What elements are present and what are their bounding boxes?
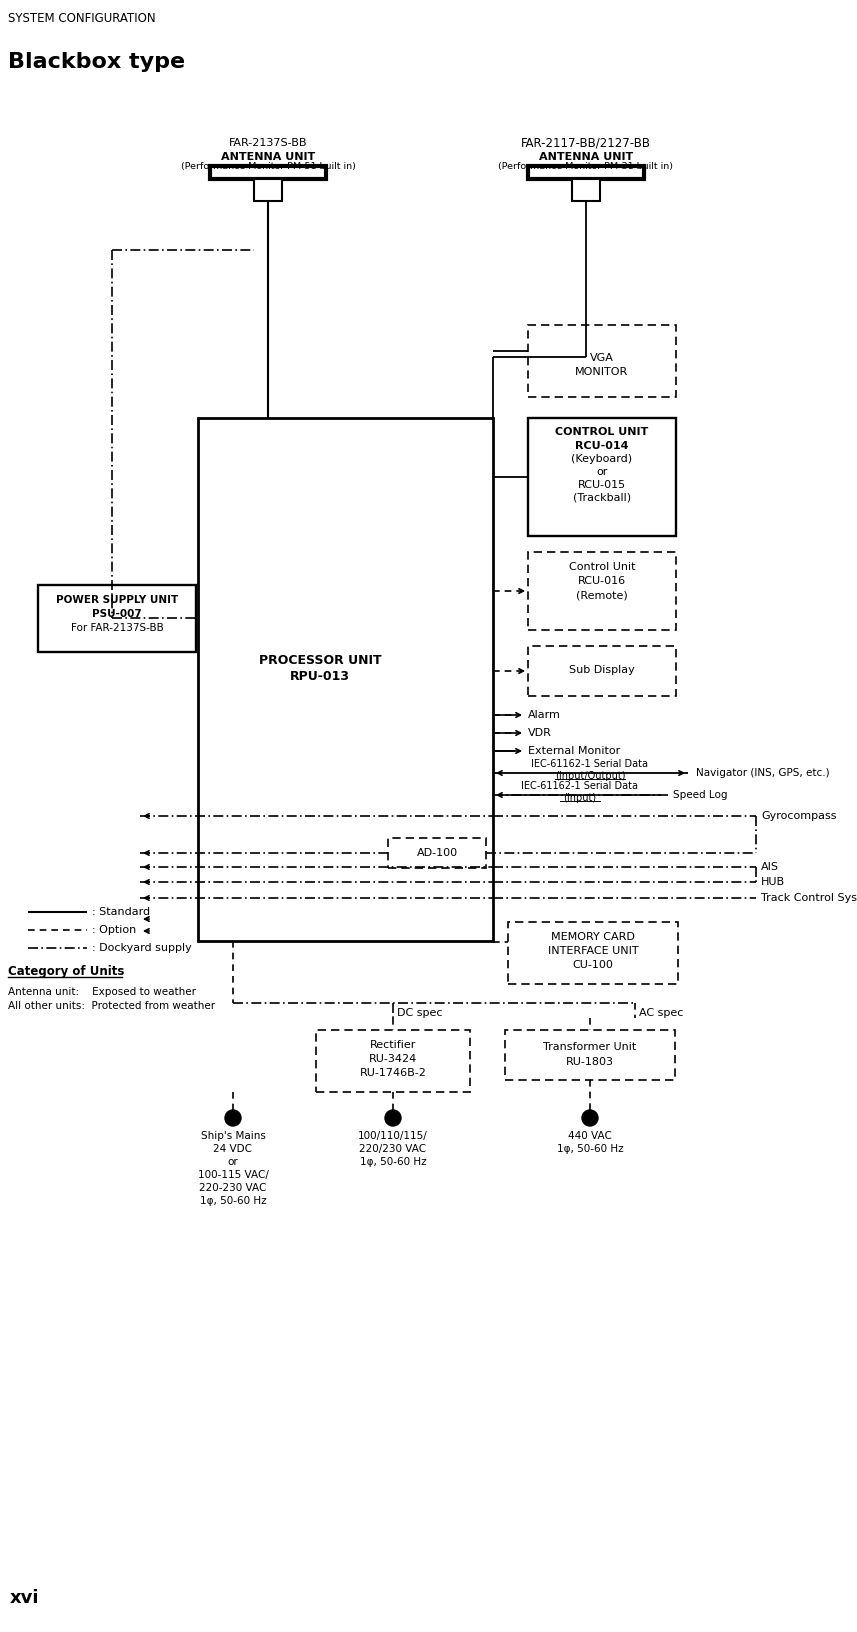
Text: All other units:  Protected from weather: All other units: Protected from weather (8, 1000, 215, 1010)
Text: RU-3424: RU-3424 (369, 1054, 417, 1064)
Text: AC spec: AC spec (639, 1009, 683, 1018)
Bar (316, 1030, 470, 1092)
Text: CU-100: CU-100 (572, 960, 614, 969)
Text: (Performance Monitor PM-31 built in): (Performance Monitor PM-31 built in) (499, 162, 674, 170)
Text: Antenna unit:    Exposed to weather: Antenna unit: Exposed to weather (8, 987, 196, 997)
Bar (505, 1030, 675, 1080)
Text: Category of Units: Category of Units (8, 966, 124, 979)
Text: RPU-013: RPU-013 (290, 669, 350, 682)
Text: AD-100: AD-100 (417, 849, 458, 858)
Text: AIS: AIS (761, 862, 779, 871)
Text: (Keyboard): (Keyboard) (572, 454, 632, 463)
Bar (528, 418, 676, 535)
Bar (572, 180, 600, 201)
Text: Sub Display: Sub Display (569, 664, 635, 676)
Text: RU-1746B-2: RU-1746B-2 (360, 1067, 427, 1079)
Text: (Performance Monitor PM-51 built in): (Performance Monitor PM-51 built in) (181, 162, 356, 170)
Text: RU-1803: RU-1803 (566, 1058, 614, 1067)
Text: FAR-2137S-BB: FAR-2137S-BB (229, 139, 308, 149)
Text: VDR: VDR (528, 728, 552, 738)
Text: xvi: xvi (10, 1590, 39, 1608)
Text: (Input/Output): (Input/Output) (554, 770, 626, 782)
Circle shape (582, 1110, 598, 1126)
Bar (528, 325, 676, 397)
Circle shape (385, 1110, 401, 1126)
Text: : Dockyard supply: : Dockyard supply (92, 943, 192, 953)
Text: Rectifier: Rectifier (370, 1040, 417, 1049)
Text: 100-115 VAC/: 100-115 VAC/ (198, 1170, 268, 1180)
Text: CONTROL UNIT: CONTROL UNIT (555, 428, 649, 437)
Text: or: or (596, 467, 608, 477)
Text: FAR-2117-BB/2127-BB: FAR-2117-BB/2127-BB (521, 137, 651, 150)
Text: Alarm: Alarm (528, 710, 560, 720)
Bar (38, 584, 196, 653)
Text: Track Control System: Track Control System (761, 893, 857, 902)
Bar (388, 837, 486, 868)
Text: MEMORY CARD: MEMORY CARD (551, 932, 635, 942)
Text: External Monitor: External Monitor (528, 746, 620, 756)
Text: or: or (228, 1157, 238, 1167)
Text: PROCESSOR UNIT: PROCESSOR UNIT (259, 653, 381, 666)
Text: VGA: VGA (590, 353, 614, 362)
Bar (198, 418, 493, 942)
Text: (Remote): (Remote) (576, 591, 628, 601)
Text: : Option: : Option (92, 925, 136, 935)
Text: 100/110/115/: 100/110/115/ (358, 1131, 428, 1141)
Text: Navigator (INS, GPS, etc.): Navigator (INS, GPS, etc.) (696, 769, 830, 778)
Text: ANTENNA UNIT: ANTENNA UNIT (221, 152, 315, 162)
Text: 1φ, 50-60 Hz: 1φ, 50-60 Hz (200, 1196, 267, 1206)
Text: (Input): (Input) (563, 793, 596, 803)
Text: IEC-61162-1 Serial Data: IEC-61162-1 Serial Data (531, 759, 649, 769)
Text: 440 VAC: 440 VAC (568, 1131, 612, 1141)
Bar (528, 646, 676, 695)
Text: (Trackball): (Trackball) (573, 493, 631, 503)
Text: 220-230 VAC: 220-230 VAC (200, 1183, 267, 1193)
Text: RCU-016: RCU-016 (578, 576, 626, 586)
Text: ANTENNA UNIT: ANTENNA UNIT (539, 152, 633, 162)
Text: POWER SUPPLY UNIT: POWER SUPPLY UNIT (56, 596, 178, 605)
Text: MONITOR: MONITOR (575, 367, 629, 377)
Text: DC spec: DC spec (397, 1009, 442, 1018)
Text: 24 VDC: 24 VDC (213, 1144, 253, 1154)
Text: Control Unit: Control Unit (569, 561, 635, 571)
Text: 220/230 VAC: 220/230 VAC (359, 1144, 427, 1154)
Text: For FAR-2137S-BB: For FAR-2137S-BB (70, 623, 164, 633)
Text: Gyrocompass: Gyrocompass (761, 811, 836, 821)
Text: Speed Log: Speed Log (673, 790, 728, 800)
Text: Blackbox type: Blackbox type (8, 52, 185, 72)
Bar (528, 552, 676, 630)
Text: Transformer Unit: Transformer Unit (543, 1041, 637, 1053)
Text: Ship's Mains: Ship's Mains (201, 1131, 266, 1141)
Text: INTERFACE UNIT: INTERFACE UNIT (548, 947, 638, 956)
Bar (528, 166, 644, 180)
Text: PSU-007: PSU-007 (92, 609, 142, 619)
Bar (508, 922, 678, 984)
Text: HUB: HUB (761, 876, 785, 888)
Circle shape (225, 1110, 241, 1126)
Text: IEC-61162-1 Serial Data: IEC-61162-1 Serial Data (522, 782, 638, 792)
Text: 1φ, 50-60 Hz: 1φ, 50-60 Hz (360, 1157, 426, 1167)
Bar (210, 166, 326, 180)
Bar (254, 180, 282, 201)
Text: SYSTEM CONFIGURATION: SYSTEM CONFIGURATION (8, 11, 156, 24)
Text: RCU-014: RCU-014 (575, 441, 629, 450)
Text: : Standard: : Standard (92, 907, 150, 917)
Text: RCU-015: RCU-015 (578, 480, 626, 490)
Text: 1φ, 50-60 Hz: 1φ, 50-60 Hz (557, 1144, 623, 1154)
